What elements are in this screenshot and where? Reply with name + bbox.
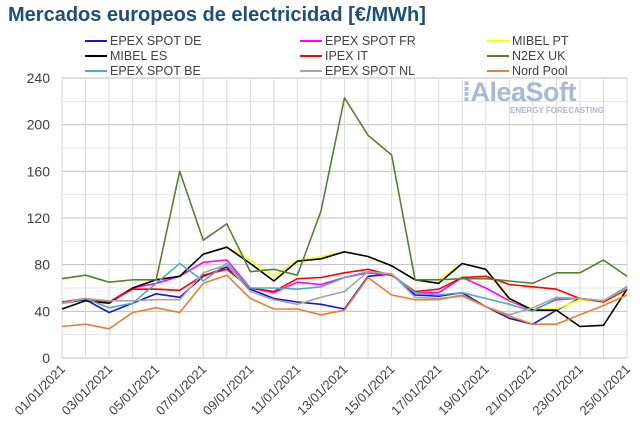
logo-brand-text: AleaSoft <box>470 77 577 107</box>
y-tick-label: 80 <box>34 257 50 273</box>
x-tick-label: 25/01/2021 <box>576 362 633 419</box>
legend-label: EPEX SPOT NL <box>325 64 416 78</box>
legend-swatch <box>300 55 322 57</box>
legend-swatch <box>487 40 509 42</box>
legend-label: MIBEL PT <box>512 34 569 48</box>
legend-item: Nord Pool <box>487 64 568 78</box>
y-tick-label: 120 <box>27 210 51 226</box>
y-tick-label: 160 <box>27 163 51 179</box>
legend-item: EPEX SPOT FR <box>300 34 416 48</box>
legend-item: EPEX SPOT DE <box>85 34 201 48</box>
y-tick-label: 40 <box>34 303 50 319</box>
legend-label: IPEX IT <box>325 49 369 63</box>
legend-label: EPEX SPOT FR <box>325 34 416 48</box>
legend-label: EPEX SPOT BE <box>110 64 201 78</box>
logo-brand: ⁞​AleaSoft <box>462 77 577 107</box>
y-tick-label: 240 <box>27 70 51 86</box>
legend-swatch <box>300 40 322 42</box>
series-line-epex-spot-be <box>61 262 628 313</box>
legend-item: MIBEL PT <box>487 34 569 48</box>
x-tick-label: 09/01/2021 <box>200 362 257 419</box>
legend-label: MIBEL ES <box>110 49 168 63</box>
y-tick-label: 200 <box>27 117 51 133</box>
logo-tagline: ENERGY FORECASTING <box>510 106 605 115</box>
legend-swatch <box>487 70 509 72</box>
legend-swatch <box>300 70 322 72</box>
series-line-nord-pool <box>61 274 628 330</box>
legend-label: EPEX SPOT DE <box>110 34 202 48</box>
legend-label: Nord Pool <box>512 64 568 78</box>
legend-swatch <box>487 55 509 57</box>
series-line-epex-spot-nl <box>61 263 628 316</box>
legend-item: N2EX UK <box>487 49 566 63</box>
legend-item: EPEX SPOT NL <box>300 64 415 78</box>
chart-title: Mercados europeos de electricidad [€/MWh… <box>8 4 426 26</box>
legend-item: MIBEL ES <box>85 49 167 63</box>
y-tick-label: 0 <box>42 350 50 366</box>
legend-item: EPEX SPOT BE <box>85 64 201 78</box>
legend-item: IPEX IT <box>300 49 368 63</box>
legend-swatch <box>85 40 107 42</box>
aleasoft-logo: ⁞​AleaSoft ENERGY FORECASTING <box>462 78 604 116</box>
legend-label: N2EX UK <box>512 49 566 63</box>
legend-swatch <box>85 55 107 57</box>
series-line-n2ex-uk <box>61 97 628 285</box>
series-line-ipex-it <box>61 268 628 303</box>
legend-swatch <box>85 70 107 72</box>
